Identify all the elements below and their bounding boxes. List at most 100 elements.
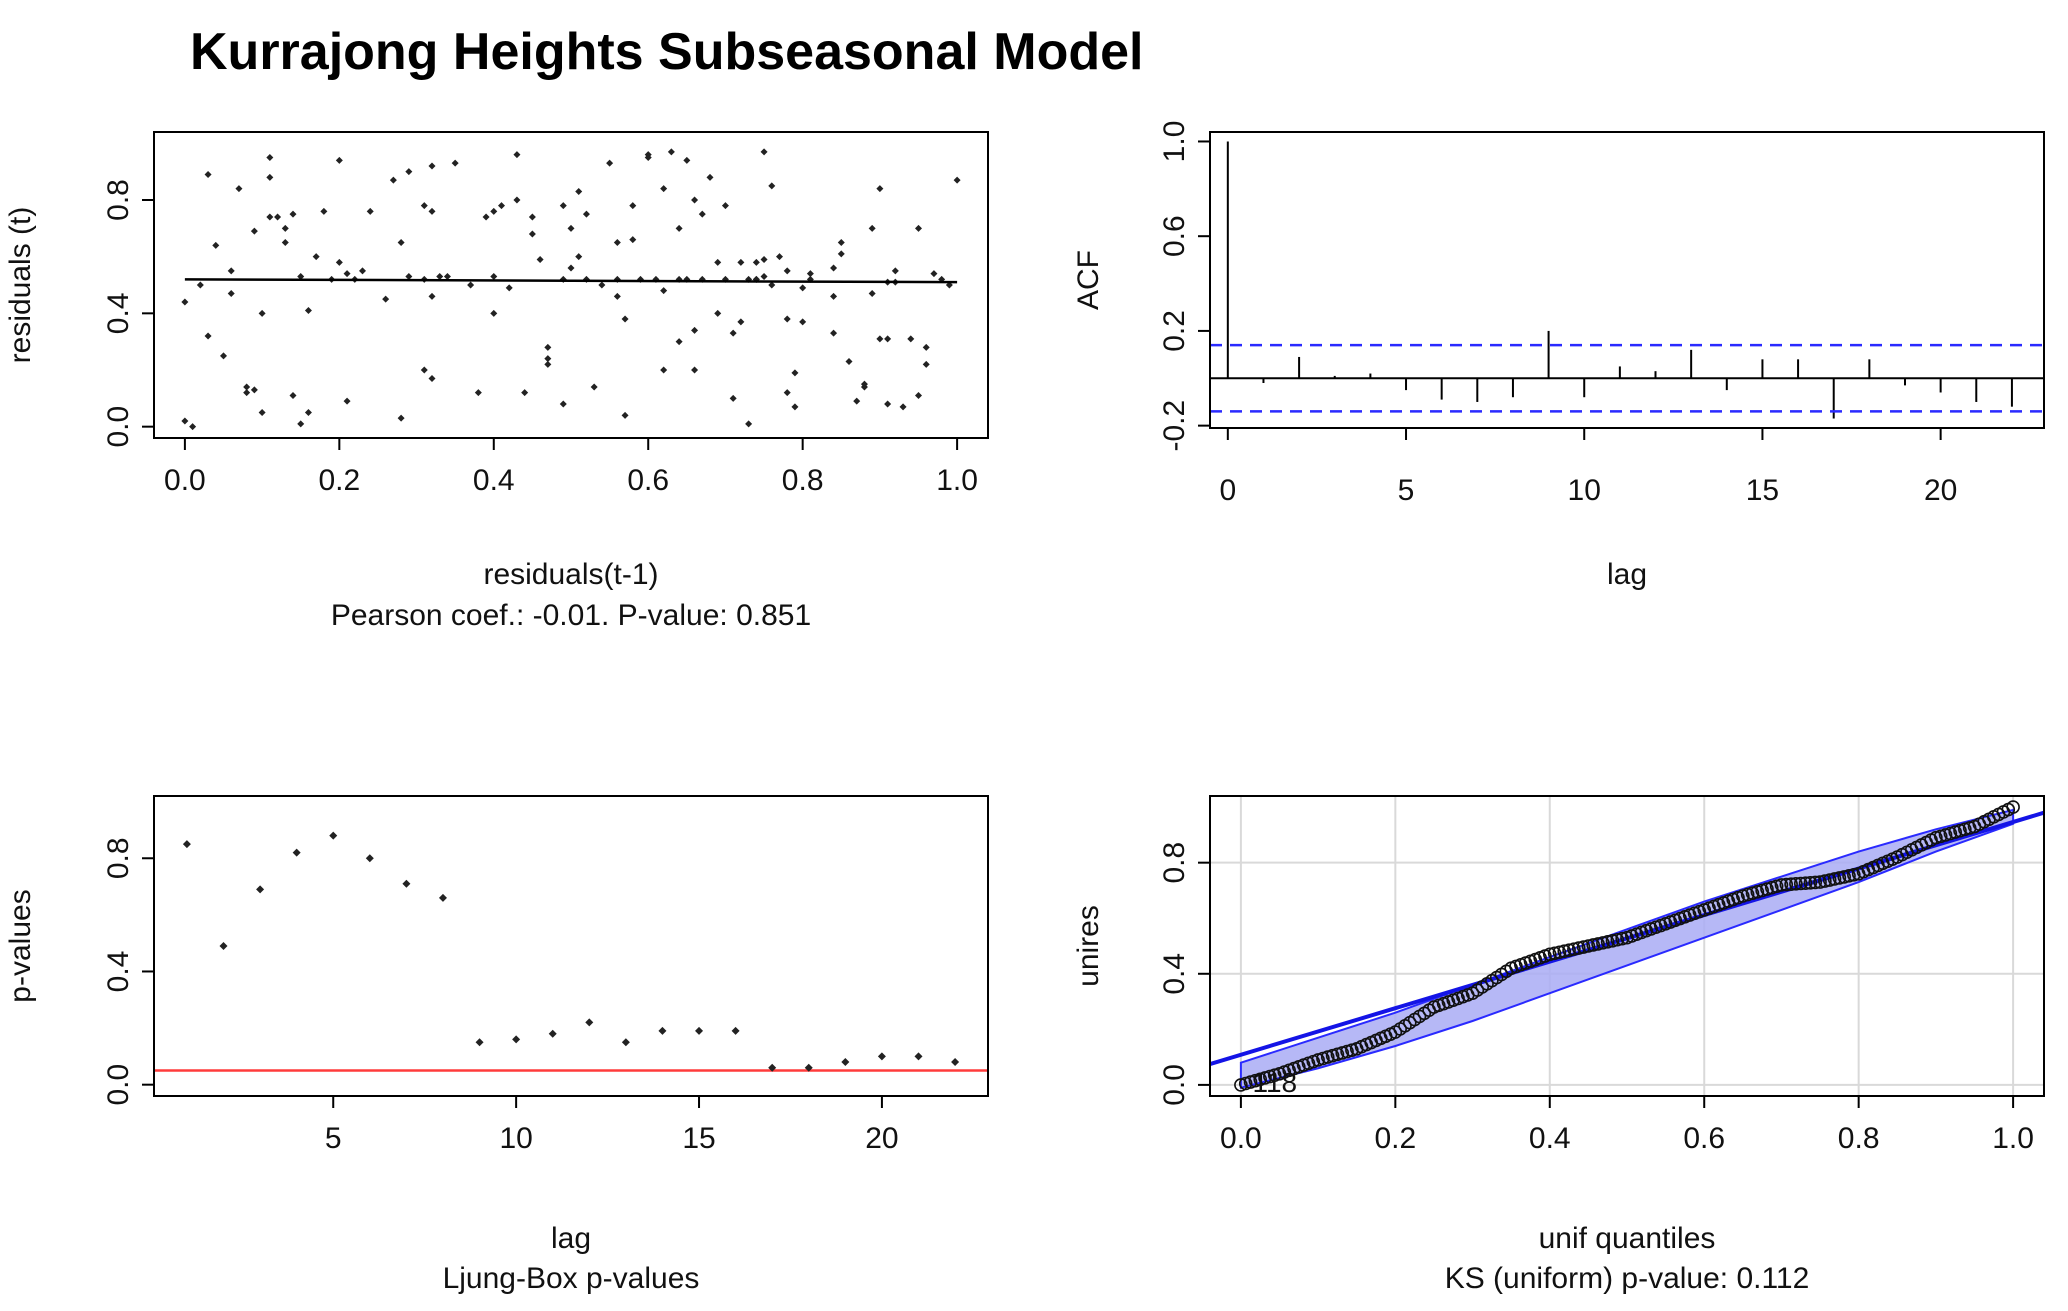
y-axis-label: unires <box>1072 905 1105 987</box>
scatter-point <box>397 414 405 422</box>
scatter-point <box>806 270 814 278</box>
scatter-point <box>521 389 529 397</box>
scatter-point <box>830 264 838 272</box>
scatter-point <box>783 389 791 397</box>
scatter-point <box>389 176 397 184</box>
scatter-point <box>304 307 312 314</box>
scatter-point <box>405 168 413 176</box>
scatter-point <box>907 335 915 343</box>
scatter-point <box>660 366 668 374</box>
scatter-point <box>745 420 753 428</box>
scatter-point <box>528 230 536 238</box>
scatter-point <box>675 224 683 232</box>
x-tick-label: 0.6 <box>627 464 669 497</box>
x-tick-label: 10 <box>1568 474 1601 507</box>
scatter-point <box>915 224 922 232</box>
scatter-point <box>621 411 629 419</box>
pvalue-point <box>804 1063 813 1072</box>
scatter-point <box>220 352 227 360</box>
scatter-point <box>613 239 621 246</box>
scatter-point <box>729 329 737 337</box>
scatter-point <box>397 239 405 246</box>
y-tick-label: 0.4 <box>1158 953 1191 995</box>
scatter-point <box>860 380 868 388</box>
pvalue-point <box>329 831 338 840</box>
qq-point <box>1576 940 1591 954</box>
qq-point <box>1822 873 1837 887</box>
scatter-point <box>420 366 428 374</box>
scatter-point <box>204 332 212 340</box>
scatter-point <box>505 284 513 292</box>
scatter-point <box>490 207 498 215</box>
x-tick-label: 0.0 <box>164 464 206 497</box>
scatter-point <box>544 355 552 363</box>
scatter-point <box>691 326 699 334</box>
scatter-point <box>544 343 552 351</box>
scatter-point <box>559 202 567 210</box>
x-tick-label: 15 <box>682 1122 715 1155</box>
scatter-point <box>467 281 475 289</box>
scatter-point <box>783 267 791 275</box>
scatter-point <box>250 227 258 235</box>
scatter-point <box>915 392 922 399</box>
scatter-point <box>436 273 444 280</box>
scatter-point <box>791 403 799 411</box>
ljung-box-panel: 5 10 15 20 0.0 0.4 0.8 lag Ljung-Box p-values p-v… <box>4 795 989 1295</box>
y-tick-label: 0.8 <box>102 179 135 221</box>
x-tick-label: 10 <box>499 1122 532 1155</box>
y-tick-label: 0.0 <box>1158 1064 1191 1106</box>
pvalue-point <box>292 848 301 857</box>
qq-point <box>1610 932 1625 947</box>
y-tick-label: 0.0 <box>102 1064 135 1106</box>
scatter-point <box>760 256 768 263</box>
scatter-point <box>868 224 876 232</box>
qq-point <box>1842 869 1856 883</box>
scatter-point <box>776 253 783 261</box>
scatter-point <box>884 400 892 408</box>
scatter-point <box>289 392 297 399</box>
qq-point <box>1808 875 1823 890</box>
qq-point <box>1605 933 1620 948</box>
qq-point <box>1542 947 1557 962</box>
scatter-point <box>250 386 258 394</box>
x-tick-label: 1.0 <box>936 464 978 497</box>
scatter-point <box>621 315 629 323</box>
scatter-point <box>297 273 305 280</box>
x-tick-label: 15 <box>1746 474 1779 507</box>
scatter-point <box>196 281 204 289</box>
scatter-point <box>922 343 930 351</box>
scatter-point <box>266 213 274 221</box>
scatter-point <box>235 185 243 193</box>
scatter-point <box>274 213 282 221</box>
point-label: 118 <box>1252 1067 1297 1098</box>
scatter-point <box>729 394 737 402</box>
scatter-point <box>227 290 235 297</box>
scatter-point <box>281 224 289 232</box>
pvalue-point <box>951 1058 960 1067</box>
acf-panel: 0 5 10 15 20 -0.2 0.2 0.6 1.0 lag ACF <box>1072 121 2045 591</box>
scatter-point <box>698 210 706 218</box>
scatter-point <box>528 213 536 221</box>
y-tick-label: 0.2 <box>1158 310 1191 352</box>
qq-point <box>1793 876 1808 891</box>
x-axis-label: lag <box>1607 558 1647 591</box>
y-axis-label: p-values <box>4 889 37 1002</box>
qq-point <box>1798 876 1813 890</box>
pvalue-point <box>731 1026 740 1035</box>
scatter-point <box>884 335 892 343</box>
x-tick-label: 0.6 <box>1683 1122 1725 1155</box>
scatter-point <box>243 389 251 397</box>
scatter-point <box>258 309 266 317</box>
x-axis-label: unif quantiles <box>1539 1222 1716 1255</box>
scatter-point <box>428 162 436 170</box>
qq-point <box>1784 877 1798 891</box>
scatter-point <box>706 173 714 181</box>
scatter-point <box>830 292 838 300</box>
scatter-point <box>575 253 583 261</box>
qq-point <box>1827 872 1842 886</box>
plot-frame <box>153 131 989 439</box>
qq-point <box>1547 946 1562 961</box>
plot-subtitle: Ljung-Box p-values <box>443 1262 700 1295</box>
scatter-point <box>443 273 451 280</box>
x-tick-label: 5 <box>325 1122 342 1155</box>
